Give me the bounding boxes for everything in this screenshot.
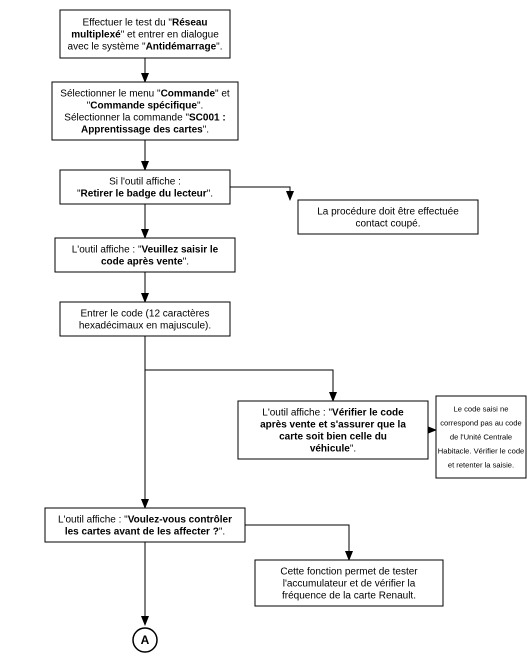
node-text: contact coupé. <box>355 219 420 230</box>
node-text: fréquence de la carte Renault. <box>282 591 416 602</box>
flow-node: La procédure doit être effectuéecontact … <box>298 200 478 234</box>
node-text: véhicule". <box>310 444 356 455</box>
node-text: La procédure doit être effectuée <box>317 207 459 218</box>
node-text: code après vente". <box>101 257 189 268</box>
node-text: multiplexé" et entrer en dialogue <box>71 30 219 41</box>
node-text: de l'Unité Centrale <box>450 433 512 442</box>
flow-node: L'outil affiche : "Voulez-vous contrôler… <box>45 508 245 542</box>
flow-node: L'outil affiche : "Veuillez saisir lecod… <box>55 238 235 272</box>
node-text: L'outil affiche : "Veuillez saisir le <box>72 245 219 256</box>
flowchart: Effectuer le test du "Réseaumultiplexé" … <box>0 0 527 669</box>
flow-node: Entrer le code (12 caractèreshexadécimau… <box>60 302 230 336</box>
node-text: avec le système "Antidémarrage". <box>68 42 223 53</box>
node-text: Sélectionner le menu "Commande" et <box>60 89 230 100</box>
node-text: Habitacle. Vérifier le code <box>438 447 525 456</box>
node-text: Sélectionner la commande "SC001 : <box>64 113 225 124</box>
node-text: hexadécimaux en majuscule). <box>79 321 211 332</box>
flow-node: Effectuer le test du "Réseaumultiplexé" … <box>60 10 230 58</box>
node-text: Apprentissage des cartes". <box>81 125 209 136</box>
node-text: Cette fonction permet de tester <box>280 567 418 578</box>
flow-node: Cette fonction permet de testerl'accumul… <box>255 560 443 606</box>
flow-node: Sélectionner le menu "Commande" et"Comma… <box>52 82 238 140</box>
node-text: après vente et s'assurer que la <box>260 420 406 431</box>
flow-arrow <box>245 525 349 560</box>
node-text: correspond pas au code <box>440 419 521 428</box>
flow-arrow <box>230 187 290 200</box>
terminal-label: A <box>141 633 150 647</box>
node-text: carte soit bien celle du <box>279 432 387 443</box>
flow-arrow <box>145 370 333 401</box>
node-text: les cartes avant de les affecter ?". <box>65 527 225 538</box>
node-text: "Retirer le badge du lecteur". <box>77 189 213 200</box>
node-text: l'accumulateur et de vérifier la <box>283 579 416 590</box>
node-text: Si l'outil affiche : <box>109 177 181 188</box>
flow-node: L'outil affiche : "Vérifier le codeaprès… <box>238 401 428 459</box>
node-text: Effectuer le test du "Réseau <box>82 18 207 29</box>
flow-node: Le code saisi ne correspond pas au code de… <box>436 396 526 478</box>
flow-node: Si l'outil affiche :"Retirer le badge du… <box>60 170 230 204</box>
node-text: et retenter la saisie. <box>448 461 514 470</box>
node-text: "Commande spécifique". <box>87 101 204 112</box>
node-text: Entrer le code (12 caractères <box>81 309 210 320</box>
node-text: Le code saisi ne <box>454 405 509 414</box>
node-text: L'outil affiche : "Voulez-vous contrôler <box>58 515 232 526</box>
node-text: L'outil affiche : "Vérifier le code <box>262 408 404 419</box>
